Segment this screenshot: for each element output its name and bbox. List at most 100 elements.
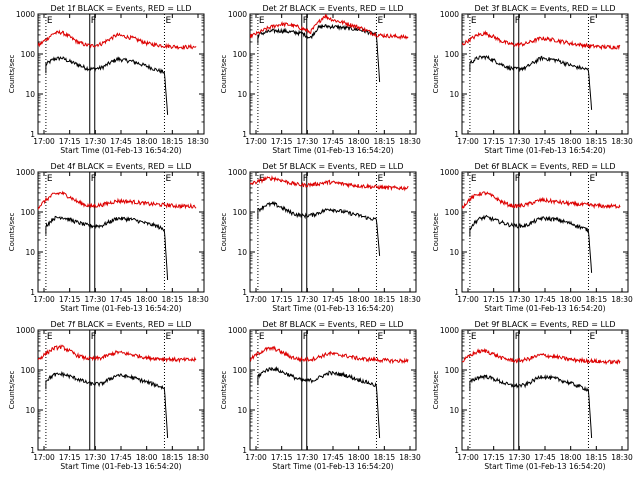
x-axis-label: Start Time (01-Feb-13 16:54:20) — [60, 304, 181, 313]
y-tick-label: 10 — [237, 248, 247, 257]
x-tick-label: 18:00 — [560, 137, 582, 146]
x-tick-label: 18:30 — [187, 295, 209, 304]
x-tick-label: 18:00 — [136, 453, 158, 462]
x-axis-label: Start Time (01-Feb-13 16:54:20) — [272, 462, 393, 471]
y-tick-label: 1000 — [440, 168, 459, 177]
x-tick-label: 18:15 — [162, 295, 184, 304]
x-tick-label: 17:00 — [33, 453, 55, 462]
x-tick-label: 18:00 — [348, 137, 370, 146]
x-tick-label: 17:30 — [509, 453, 531, 462]
x-tick-label: 18:15 — [374, 137, 396, 146]
flare-marker-label: F — [515, 332, 520, 342]
panel-title: Det 9f BLACK = Events, RED = LLD — [474, 320, 615, 329]
x-tick-label: 18:30 — [399, 137, 421, 146]
y-tick-label: 10 — [237, 90, 247, 99]
y-axis-label: Counts/sec — [220, 55, 228, 94]
y-tick-label: 100 — [21, 366, 36, 375]
eclipse-marker-label: E — [259, 16, 265, 26]
x-axis-label: Start Time (01-Feb-13 16:54:20) — [60, 146, 181, 155]
series-line-events — [45, 56, 169, 115]
x-tick-label: 17:15 — [59, 295, 81, 304]
series-line-lld — [250, 14, 409, 41]
panel-det-8: Det 8f BLACK = Events, RED = LLD 17:00 17:… — [220, 320, 421, 471]
x-tick-label: 17:45 — [322, 137, 344, 146]
y-tick-label: 1 — [242, 288, 247, 297]
x-tick-label: 17:30 — [85, 137, 107, 146]
flare-marker-label: F — [91, 16, 96, 26]
eclipse-marker-label: E — [259, 332, 265, 342]
x-tick-label: 17:45 — [322, 295, 344, 304]
flare-marker-label: F — [303, 174, 308, 184]
series-line-lld — [38, 344, 197, 364]
series-line-events — [469, 54, 593, 110]
x-tick-label: 18:30 — [399, 453, 421, 462]
x-tick-label: 17:45 — [322, 453, 344, 462]
eclipse-marker-label: E — [47, 332, 53, 342]
x-tick-label: 18:30 — [187, 137, 209, 146]
x-tick-label: 17:15 — [59, 137, 81, 146]
y-tick-label: 10 — [25, 248, 35, 257]
panel-title: Det 7f BLACK = Events, RED = LLD — [50, 320, 191, 329]
flare-marker-label: F — [515, 174, 520, 184]
x-axis-label: Start Time (01-Feb-13 16:54:20) — [484, 304, 605, 313]
y-tick-label: 100 — [445, 366, 460, 375]
x-tick-label: 17:15 — [271, 295, 293, 304]
series-line-lld — [38, 29, 197, 51]
series-line-events — [469, 374, 593, 439]
x-tick-label: 18:15 — [162, 137, 184, 146]
x-tick-label: 18:30 — [611, 453, 633, 462]
plot-frame — [461, 329, 629, 451]
x-tick-label: 18:15 — [586, 453, 608, 462]
x-tick-label: 17:00 — [33, 295, 55, 304]
x-tick-label: 18:30 — [187, 453, 209, 462]
y-axis-label: Counts/sec — [432, 371, 440, 410]
x-tick-label: 17:45 — [110, 295, 132, 304]
x-tick-label: 17:15 — [483, 453, 505, 462]
x-tick-label: 17:15 — [271, 453, 293, 462]
x-tick-label: 17:00 — [245, 137, 267, 146]
x-tick-label: 17:30 — [297, 137, 319, 146]
y-tick-label: 1000 — [16, 168, 35, 177]
x-tick-label: 18:15 — [374, 295, 396, 304]
y-tick-label: 1 — [30, 130, 35, 139]
x-tick-label: 18:00 — [560, 453, 582, 462]
eclipse-marker-label: E — [165, 174, 171, 184]
panel-title: Det 3f BLACK = Events, RED = LLD — [474, 4, 615, 13]
x-tick-label: 17:45 — [534, 295, 556, 304]
y-tick-label: 10 — [25, 90, 35, 99]
x-tick-label: 17:30 — [297, 453, 319, 462]
series-line-lld — [250, 174, 409, 192]
y-tick-label: 1 — [242, 130, 247, 139]
y-axis-label: Counts/sec — [432, 55, 440, 94]
y-tick-label: 10 — [449, 90, 459, 99]
y-axis-label: Counts/sec — [8, 55, 16, 94]
plot-frame — [37, 171, 205, 293]
y-tick-label: 10 — [237, 406, 247, 415]
panel-det-5: Det 5f BLACK = Events, RED = LLD 17:00 17:… — [220, 162, 421, 313]
y-tick-label: 10 — [449, 248, 459, 257]
panel-det-9: Det 9f BLACK = Events, RED = LLD 17:00 17:… — [432, 320, 633, 471]
x-tick-label: 17:30 — [509, 295, 531, 304]
x-axis-label: Start Time (01-Feb-13 16:54:20) — [484, 462, 605, 471]
series-line-events — [45, 215, 169, 281]
x-tick-label: 17:45 — [534, 137, 556, 146]
flare-marker-label: F — [303, 332, 308, 342]
y-tick-label: 1 — [242, 446, 247, 455]
flare-marker-label: F — [515, 16, 520, 26]
x-tick-label: 17:30 — [85, 295, 107, 304]
x-tick-label: 17:00 — [457, 295, 479, 304]
y-axis-label: Counts/sec — [8, 371, 16, 410]
panel-det-1: Det 1f BLACK = Events, RED = LLD 17:00 17:… — [8, 4, 209, 155]
y-tick-label: 1000 — [16, 10, 35, 19]
x-tick-label: 18:15 — [162, 453, 184, 462]
flare-marker-label: F — [303, 16, 308, 26]
eclipse-marker-label: E — [471, 16, 477, 26]
y-tick-label: 1 — [30, 288, 35, 297]
eclipse-marker-label: E — [47, 174, 53, 184]
y-tick-label: 1 — [454, 288, 459, 297]
y-tick-label: 100 — [233, 208, 248, 217]
x-tick-label: 17:15 — [483, 295, 505, 304]
x-axis-label: Start Time (01-Feb-13 16:54:20) — [60, 462, 181, 471]
x-tick-label: 17:45 — [110, 137, 132, 146]
